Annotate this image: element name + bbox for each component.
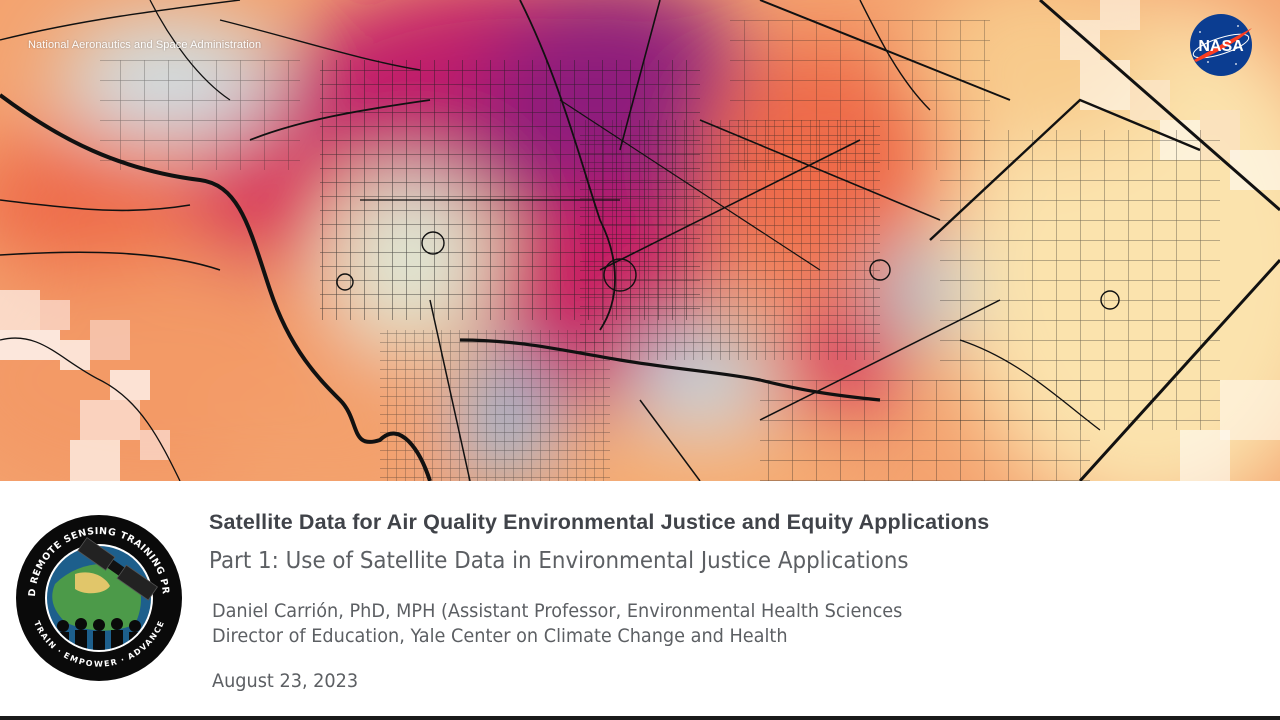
slide-subtitle: Part 1: Use of Satellite Data in Environ… — [209, 548, 909, 574]
svg-text:NASA: NASA — [1198, 38, 1244, 55]
traffic-circles — [336, 231, 1120, 310]
major-roads — [0, 0, 1280, 481]
author-line-1: Daniel Carrión, PhD, MPH (Assistant Prof… — [212, 600, 903, 622]
agency-name-text: National Aeronautics and Space Administr… — [28, 39, 262, 51]
hero-heatmap-image: National Aeronautics and Space Administr… — [0, 0, 1280, 481]
presentation-date: August 23, 2023 — [212, 670, 359, 692]
pixel-patches — [0, 0, 1280, 481]
slide-title: Satellite Data for Air Quality Environme… — [209, 510, 990, 534]
nasa-logo-icon: NASA — [1190, 14, 1252, 76]
street-grids — [100, 20, 1220, 481]
author-line-2: Director of Education, Yale Center on Cl… — [212, 625, 788, 647]
heatmap-map-graphic — [0, 0, 1280, 481]
bottom-border — [0, 716, 1280, 720]
arset-program-badge-icon: APPLIED REMOTE SENSING TRAINING PROGRAM … — [15, 514, 182, 681]
